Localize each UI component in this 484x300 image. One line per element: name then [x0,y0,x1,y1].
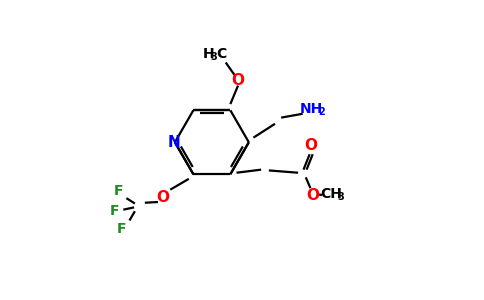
Text: F: F [114,184,123,198]
Text: H: H [203,47,214,61]
Text: F: F [109,204,119,218]
Text: 2: 2 [318,107,325,117]
Text: O: O [305,138,318,153]
Text: 3: 3 [337,192,344,203]
Text: CH: CH [320,187,342,201]
Text: N: N [168,135,181,150]
Text: 3: 3 [211,52,217,62]
Text: C: C [216,47,226,61]
Text: F: F [117,222,126,236]
Text: O: O [231,73,244,88]
Text: O: O [156,190,169,205]
Text: NH: NH [300,102,323,116]
Text: O: O [306,188,319,202]
